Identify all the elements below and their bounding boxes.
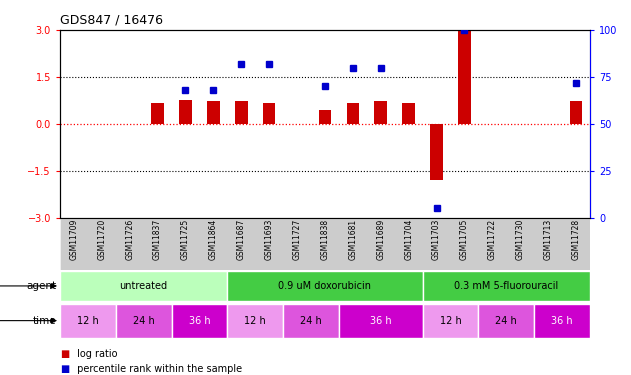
Text: ■: ■ [60, 350, 69, 359]
Text: time: time [33, 316, 57, 326]
Text: ■: ■ [60, 364, 69, 374]
Text: GSM11728: GSM11728 [572, 219, 581, 260]
Text: GDS847 / 16476: GDS847 / 16476 [60, 13, 163, 26]
Bar [430, 124, 443, 180]
Text: GSM11838: GSM11838 [321, 219, 329, 260]
Bar [570, 101, 582, 124]
Bar [115, 304, 172, 338]
Text: GSM11727: GSM11727 [293, 219, 302, 260]
Text: GSM11705: GSM11705 [460, 219, 469, 260]
Bar [403, 102, 415, 124]
Text: GSM11709: GSM11709 [69, 219, 78, 260]
Text: percentile rank within the sample: percentile rank within the sample [74, 364, 242, 374]
Bar [151, 104, 164, 124]
Text: GSM11726: GSM11726 [125, 219, 134, 260]
Text: 12 h: 12 h [440, 316, 461, 326]
Bar [339, 304, 423, 338]
Bar [60, 304, 115, 338]
Text: GSM11864: GSM11864 [209, 219, 218, 260]
Bar [227, 304, 283, 338]
Bar [319, 110, 331, 124]
Bar [534, 304, 590, 338]
Text: agent: agent [27, 281, 57, 291]
Text: GSM11704: GSM11704 [404, 219, 413, 260]
Bar [235, 101, 247, 124]
Text: 36 h: 36 h [551, 316, 573, 326]
Bar [227, 271, 423, 301]
Text: GSM11713: GSM11713 [544, 219, 553, 260]
Text: GSM11730: GSM11730 [516, 219, 525, 260]
Text: log ratio: log ratio [74, 350, 117, 359]
Text: 24 h: 24 h [133, 316, 155, 326]
Text: GSM11725: GSM11725 [181, 219, 190, 260]
Bar [207, 101, 220, 124]
Text: 24 h: 24 h [495, 316, 517, 326]
Text: GSM11681: GSM11681 [348, 219, 357, 260]
Text: GSM11722: GSM11722 [488, 219, 497, 260]
Bar [179, 100, 192, 124]
Bar [60, 271, 227, 301]
Bar [478, 304, 534, 338]
Bar [283, 304, 339, 338]
Text: GSM11693: GSM11693 [264, 219, 274, 260]
Text: 12 h: 12 h [244, 316, 266, 326]
Bar [172, 304, 227, 338]
Text: GSM11837: GSM11837 [153, 219, 162, 260]
Text: untreated: untreated [119, 281, 168, 291]
Text: 0.3 mM 5-fluorouracil: 0.3 mM 5-fluorouracil [454, 281, 558, 291]
Text: 12 h: 12 h [77, 316, 98, 326]
Text: 36 h: 36 h [370, 316, 392, 326]
Bar [458, 30, 471, 124]
Text: GSM11687: GSM11687 [237, 219, 245, 260]
Bar [423, 304, 478, 338]
Bar [346, 104, 359, 124]
Text: GSM11689: GSM11689 [376, 219, 386, 260]
Bar [263, 102, 276, 124]
Text: 0.9 uM doxorubicin: 0.9 uM doxorubicin [278, 281, 372, 291]
Bar [423, 271, 590, 301]
Text: 36 h: 36 h [189, 316, 210, 326]
Text: GSM11720: GSM11720 [97, 219, 106, 260]
Text: 24 h: 24 h [300, 316, 322, 326]
Bar [374, 101, 387, 124]
Text: GSM11703: GSM11703 [432, 219, 441, 260]
